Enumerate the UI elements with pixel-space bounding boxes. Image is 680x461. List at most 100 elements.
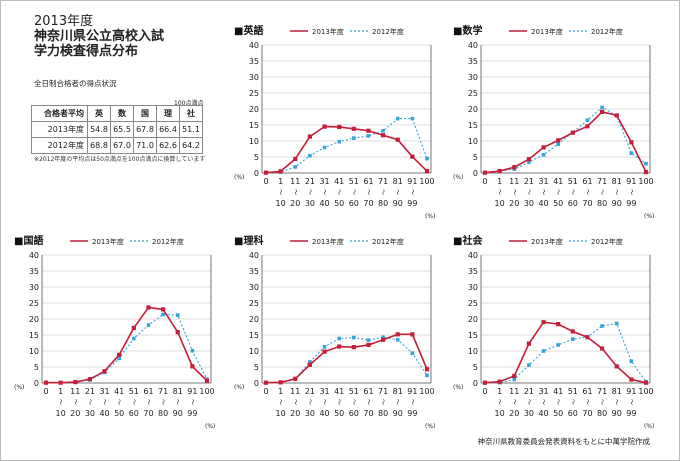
chart-science: ■理科 2013年度 2012年度 0 5 10 15 20 25 30 35 40 (%) (%) 0 1 〜… (234, 234, 435, 430)
x-tick-label: 100 (419, 387, 434, 396)
data-point (629, 377, 634, 382)
data-point (352, 136, 356, 140)
data-point (527, 363, 531, 367)
x-tick-label: 80 (597, 199, 607, 208)
y-tick-label: 25 (249, 89, 259, 98)
x-tick-label: 60 (349, 199, 359, 208)
x-tick-label: 91 (407, 387, 417, 396)
data-point (410, 332, 415, 337)
data-point (351, 345, 356, 350)
x-tick-label: 30 (524, 409, 534, 418)
table-header-row: 合格者平均 英 数 国 理 社 (31, 105, 203, 122)
x-tick-label: 30 (85, 409, 95, 418)
table-cell: 2013年度 (31, 121, 88, 138)
chart-title: ■数学 (453, 24, 482, 37)
data-point (102, 369, 107, 374)
x-tick-tilde: 〜 (510, 189, 517, 195)
data-point (293, 376, 298, 381)
data-point (58, 380, 63, 385)
x-tick-tilde: 〜 (350, 399, 357, 405)
x-tick-tilde: 〜 (510, 399, 517, 405)
data-point (395, 332, 400, 337)
table-row: 2012年度 68.8 67.0 71.0 62.6 64.2 (31, 137, 203, 154)
series-line (265, 125, 428, 174)
x-tick-label: 20 (290, 409, 300, 418)
data-point (117, 356, 121, 361)
y-tick-label: 30 (29, 283, 39, 292)
x-tick-label: 21 (85, 387, 95, 396)
legend-label: 2013年度 (92, 237, 124, 246)
x-tick-tilde: 〜 (394, 189, 401, 195)
x-tick-label: 0 (263, 177, 268, 186)
x-tick-tilde: 〜 (306, 189, 313, 195)
table-unit: 100点満点 (174, 100, 204, 107)
x-tick-label: 31 (538, 177, 548, 186)
y-tick-label: 10 (468, 137, 478, 146)
table-cell: 66.4 (156, 121, 180, 138)
y-tick-label: 40 (249, 251, 259, 260)
x-tick-tilde: 〜 (569, 399, 576, 405)
y-tick-label: 35 (249, 57, 259, 66)
x-tick-label: 11 (70, 387, 80, 396)
data-point (322, 349, 327, 354)
x-tick-label: 81 (612, 177, 622, 186)
series-line (484, 106, 647, 174)
table-header-cell: 数 (110, 105, 134, 122)
data-point (571, 337, 575, 341)
x-tick-tilde: 〜 (130, 399, 137, 405)
x-tick-label: 100 (638, 387, 653, 396)
data-point (322, 145, 327, 150)
x-tick-tilde: 〜 (525, 399, 532, 405)
x-tick-label: 51 (349, 387, 359, 396)
percent-label-right: (%) (425, 213, 435, 220)
data-point (425, 373, 429, 378)
x-tick-tilde: 〜 (291, 399, 298, 405)
table-cell: 51.1 (179, 121, 203, 138)
x-tick-tilde: 〜 (583, 189, 590, 195)
table-header-cell: 合格者平均 (31, 105, 88, 122)
x-tick-label: 40 (319, 409, 329, 418)
data-point (541, 320, 546, 325)
y-tick-label: 40 (468, 41, 478, 50)
x-tick-label: 71 (158, 387, 168, 396)
data-point (307, 362, 313, 367)
x-tick-tilde: 〜 (627, 189, 634, 195)
legend-label: 2013年度 (312, 237, 344, 246)
x-tick-label: 41 (334, 387, 344, 396)
page-title: 2013年度 神奈川県公立高校入試 学力検査得点分布 (34, 14, 164, 59)
y-tick-label: 30 (249, 73, 259, 82)
y-tick-label: 0 (254, 379, 259, 388)
data-point (366, 338, 371, 342)
x-tick-label: 60 (568, 409, 578, 418)
x-tick-tilde: 〜 (321, 189, 328, 195)
x-tick-label: 61 (143, 387, 153, 396)
x-tick-label: 91 (626, 177, 636, 186)
x-tick-tilde: 〜 (86, 399, 93, 405)
x-tick-tilde: 〜 (408, 399, 415, 405)
legend-label: 2013年度 (312, 27, 344, 36)
x-tick-label: 61 (582, 177, 592, 186)
y-tick-label: 10 (29, 347, 39, 356)
data-point (512, 377, 517, 382)
y-tick-label: 0 (254, 169, 259, 178)
chart-english: ■英語 2013年度 2012年度 0 5 10 15 20 25 30 35 40 (%) (%) 0 1 〜… (234, 24, 435, 220)
y-tick-label: 40 (468, 251, 478, 260)
data-point (175, 313, 180, 317)
x-tick-label: 60 (349, 409, 359, 418)
x-tick-tilde: 〜 (335, 399, 342, 405)
data-point (644, 161, 648, 166)
data-point (293, 165, 298, 169)
x-tick-tilde: 〜 (525, 189, 532, 195)
y-tick-label: 10 (249, 137, 259, 146)
x-tick-tilde: 〜 (277, 189, 284, 195)
legend-label: 2013年度 (531, 27, 563, 36)
y-tick-label: 10 (468, 347, 478, 356)
y-tick-label: 40 (29, 251, 39, 260)
x-tick-label: 70 (143, 409, 153, 418)
x-tick-label: 99 (626, 409, 636, 418)
x-tick-tilde: 〜 (321, 399, 328, 405)
table-cell: 64.2 (179, 137, 203, 154)
y-tick-label: 40 (249, 41, 259, 50)
x-tick-label: 61 (363, 177, 373, 186)
table-cell: 2012年度 (31, 137, 88, 154)
